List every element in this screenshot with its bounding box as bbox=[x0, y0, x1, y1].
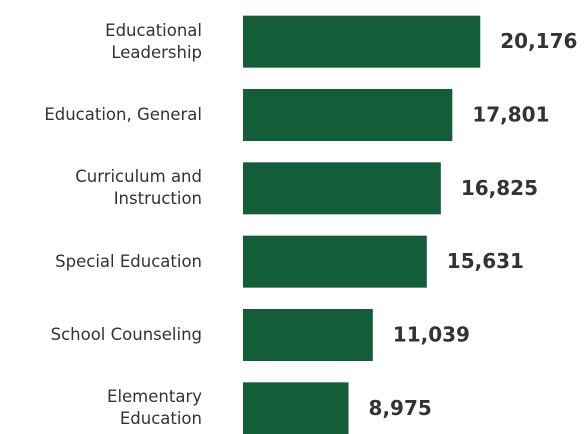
value-label: 20,176 bbox=[500, 29, 577, 53]
category-label: School Counseling bbox=[50, 325, 202, 344]
value-label: 8,975 bbox=[369, 396, 432, 420]
category-label: Curriculum and Instruction bbox=[75, 167, 202, 209]
category-label: Education, General bbox=[44, 105, 202, 124]
category-label: Educational Leadership bbox=[105, 20, 202, 62]
value-label: 16,825 bbox=[461, 176, 538, 200]
value-label: 11,039 bbox=[393, 323, 470, 347]
bar bbox=[243, 15, 481, 68]
bar bbox=[243, 309, 373, 361]
value-label: 15,631 bbox=[447, 249, 524, 273]
bar bbox=[243, 162, 441, 215]
bar bbox=[243, 382, 349, 434]
value-label: 17,801 bbox=[472, 103, 549, 127]
bar bbox=[243, 89, 453, 141]
category-label: Special Education bbox=[55, 251, 202, 271]
category-label: Elementary Education bbox=[107, 387, 202, 429]
bar bbox=[243, 235, 427, 288]
